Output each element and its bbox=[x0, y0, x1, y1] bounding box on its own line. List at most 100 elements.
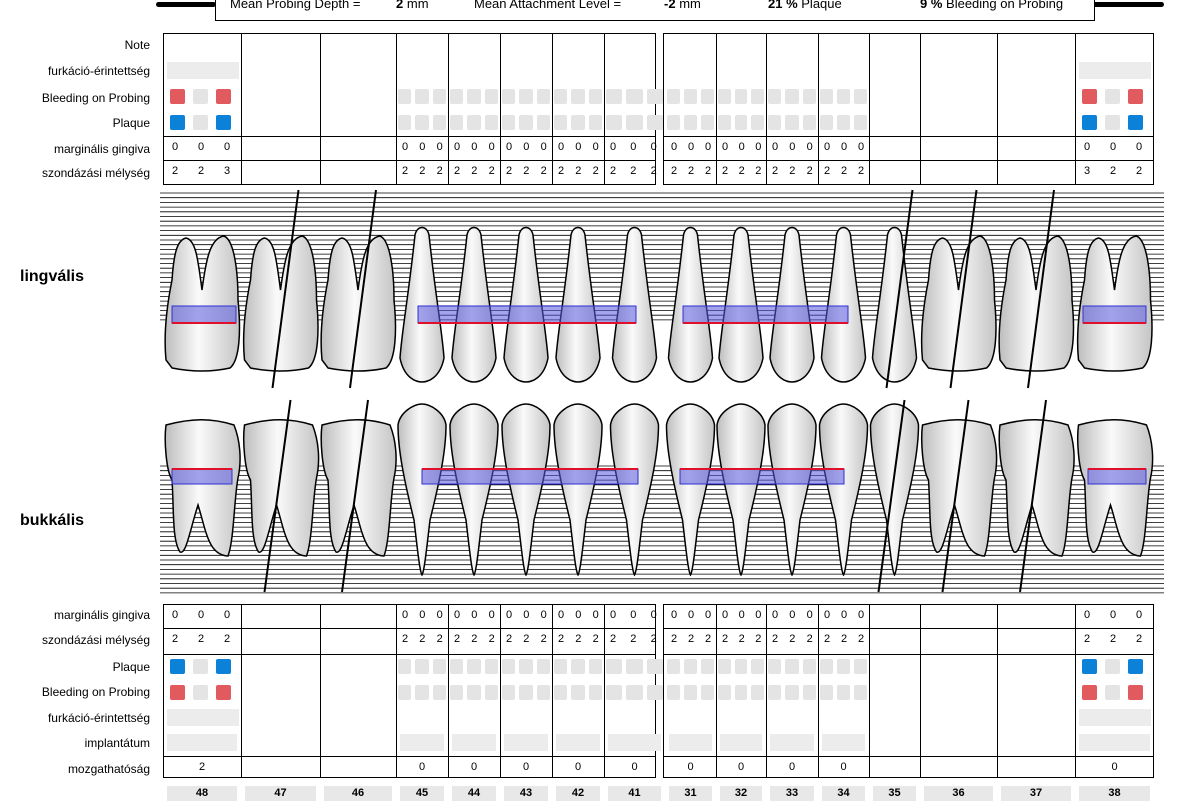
buccal-bleeding-marker[interactable] bbox=[606, 685, 623, 700]
lingual-bleeding-marker[interactable] bbox=[1105, 89, 1120, 104]
lingual-bleeding-marker[interactable] bbox=[467, 89, 481, 104]
lingual-plaque-marker[interactable] bbox=[432, 115, 446, 130]
buccal-bleeding-marker[interactable] bbox=[467, 685, 481, 700]
buccal-bleeding-marker[interactable] bbox=[571, 685, 585, 700]
lingual-plaque-marker[interactable] bbox=[193, 115, 208, 130]
buccal-bleeding-marker[interactable] bbox=[588, 685, 602, 700]
buccal-plaque-marker[interactable] bbox=[626, 659, 643, 674]
buccal-bleeding-marker[interactable] bbox=[701, 685, 714, 700]
buccal-plaque-marker[interactable] bbox=[718, 659, 731, 674]
buccal-plaque-marker[interactable] bbox=[432, 659, 446, 674]
buccal-plaque-marker[interactable] bbox=[193, 659, 208, 674]
lingual-bleeding-marker[interactable] bbox=[718, 89, 731, 104]
tooth-number-36[interactable]: 36 bbox=[924, 786, 993, 801]
buccal-plaque-marker[interactable] bbox=[467, 659, 481, 674]
buccal-plaque-marker[interactable] bbox=[837, 659, 850, 674]
buccal-bleeding-marker[interactable] bbox=[432, 685, 446, 700]
lingual-bleeding-marker[interactable] bbox=[820, 89, 833, 104]
lingual-plaque-marker[interactable] bbox=[1128, 115, 1143, 130]
buccal-bleeding-marker[interactable] bbox=[854, 685, 867, 700]
lingual-bleeding-marker[interactable] bbox=[646, 89, 663, 104]
buccal-bleeding-marker[interactable] bbox=[646, 685, 663, 700]
lingual-bleeding-marker[interactable] bbox=[450, 89, 464, 104]
lingual-bleeding-marker[interactable] bbox=[684, 89, 697, 104]
lingual-plaque-marker[interactable] bbox=[785, 115, 799, 130]
buccal-plaque-marker[interactable] bbox=[1105, 659, 1120, 674]
lingual-bleeding-marker[interactable] bbox=[216, 89, 231, 104]
tooth-number-45[interactable]: 45 bbox=[400, 786, 444, 801]
buccal-plaque-marker[interactable] bbox=[854, 659, 867, 674]
implant-field-41[interactable] bbox=[608, 734, 661, 751]
buccal-bleeding-marker[interactable] bbox=[170, 685, 185, 700]
buccal-plaque-marker[interactable] bbox=[820, 659, 833, 674]
buccal-bleeding-marker[interactable] bbox=[684, 685, 697, 700]
buccal-plaque-marker[interactable] bbox=[734, 659, 748, 674]
buccal-bleeding-marker[interactable] bbox=[734, 685, 748, 700]
tooth-number-38[interactable]: 38 bbox=[1079, 786, 1150, 801]
lingual-plaque-marker[interactable] bbox=[519, 115, 533, 130]
lingual-plaque-marker[interactable] bbox=[1082, 115, 1097, 130]
buccal-plaque-marker[interactable] bbox=[450, 659, 464, 674]
implant-field-32[interactable] bbox=[720, 734, 762, 751]
lingual-plaque-marker[interactable] bbox=[467, 115, 481, 130]
tooth-number-32[interactable]: 32 bbox=[720, 786, 762, 801]
buccal-bleeding-marker[interactable] bbox=[1105, 685, 1120, 700]
lingual-plaque-marker[interactable] bbox=[820, 115, 833, 130]
buccal-bleeding-marker[interactable] bbox=[519, 685, 533, 700]
buccal-bleeding-marker[interactable] bbox=[820, 685, 833, 700]
lingual-bleeding-marker[interactable] bbox=[170, 89, 185, 104]
lingual-plaque-marker[interactable] bbox=[554, 115, 568, 130]
lingual-bleeding-marker[interactable] bbox=[802, 89, 816, 104]
lingual-plaque-marker[interactable] bbox=[536, 115, 550, 130]
buccal-bleeding-marker[interactable] bbox=[484, 685, 498, 700]
lingual-bleeding-marker[interactable] bbox=[571, 89, 585, 104]
buccal-bleeding-marker[interactable] bbox=[785, 685, 799, 700]
lingual-bleeding-marker[interactable] bbox=[588, 89, 602, 104]
buccal-bleeding-marker[interactable] bbox=[216, 685, 231, 700]
lingual-plaque-marker[interactable] bbox=[768, 115, 782, 130]
buccal-bleeding-marker[interactable] bbox=[718, 685, 731, 700]
buccal-plaque-marker[interactable] bbox=[785, 659, 799, 674]
tooth-number-44[interactable]: 44 bbox=[452, 786, 496, 801]
buccal-bleeding-marker[interactable] bbox=[1128, 685, 1143, 700]
buccal-plaque-marker[interactable] bbox=[667, 659, 680, 674]
buccal-bleeding-marker[interactable] bbox=[837, 685, 850, 700]
lingual-plaque-marker[interactable] bbox=[170, 115, 185, 130]
lingual-bleeding-marker[interactable] bbox=[701, 89, 714, 104]
buccal-plaque-marker[interactable] bbox=[1128, 659, 1143, 674]
tooth-number-43[interactable]: 43 bbox=[504, 786, 548, 801]
lingual-plaque-marker[interactable] bbox=[734, 115, 748, 130]
implant-field-48[interactable] bbox=[167, 734, 237, 751]
lingual-bleeding-marker[interactable] bbox=[854, 89, 867, 104]
buccal-bleeding-marker[interactable] bbox=[667, 685, 680, 700]
implant-field-38[interactable] bbox=[1079, 734, 1150, 751]
buccal-plaque-marker[interactable] bbox=[554, 659, 568, 674]
lingual-plaque-marker[interactable] bbox=[415, 115, 429, 130]
buccal-plaque-marker[interactable] bbox=[684, 659, 697, 674]
lingual-plaque-marker[interactable] bbox=[484, 115, 498, 130]
lingual-furcation-48[interactable] bbox=[167, 62, 239, 79]
lingual-bleeding-marker[interactable] bbox=[193, 89, 208, 104]
lingual-bleeding-marker[interactable] bbox=[519, 89, 533, 104]
tooth-number-37[interactable]: 37 bbox=[1001, 786, 1071, 801]
implant-field-33[interactable] bbox=[770, 734, 814, 751]
buccal-plaque-marker[interactable] bbox=[484, 659, 498, 674]
buccal-bleeding-marker[interactable] bbox=[768, 685, 782, 700]
lingual-plaque-marker[interactable] bbox=[626, 115, 643, 130]
buccal-plaque-marker[interactable] bbox=[802, 659, 816, 674]
buccal-plaque-marker[interactable] bbox=[502, 659, 516, 674]
buccal-bleeding-marker[interactable] bbox=[751, 685, 764, 700]
tooth-number-34[interactable]: 34 bbox=[822, 786, 865, 801]
buccal-furcation-48[interactable] bbox=[167, 709, 239, 726]
lingual-plaque-marker[interactable] bbox=[701, 115, 714, 130]
buccal-plaque-marker[interactable] bbox=[606, 659, 623, 674]
buccal-bleeding-marker[interactable] bbox=[502, 685, 516, 700]
implant-field-45[interactable] bbox=[400, 734, 444, 751]
lingual-plaque-marker[interactable] bbox=[398, 115, 412, 130]
lingual-plaque-marker[interactable] bbox=[802, 115, 816, 130]
lingual-furcation-38[interactable] bbox=[1079, 62, 1151, 79]
buccal-bleeding-marker[interactable] bbox=[415, 685, 429, 700]
lingual-bleeding-marker[interactable] bbox=[606, 89, 623, 104]
lingual-bleeding-marker[interactable] bbox=[768, 89, 782, 104]
buccal-bleeding-marker[interactable] bbox=[398, 685, 412, 700]
